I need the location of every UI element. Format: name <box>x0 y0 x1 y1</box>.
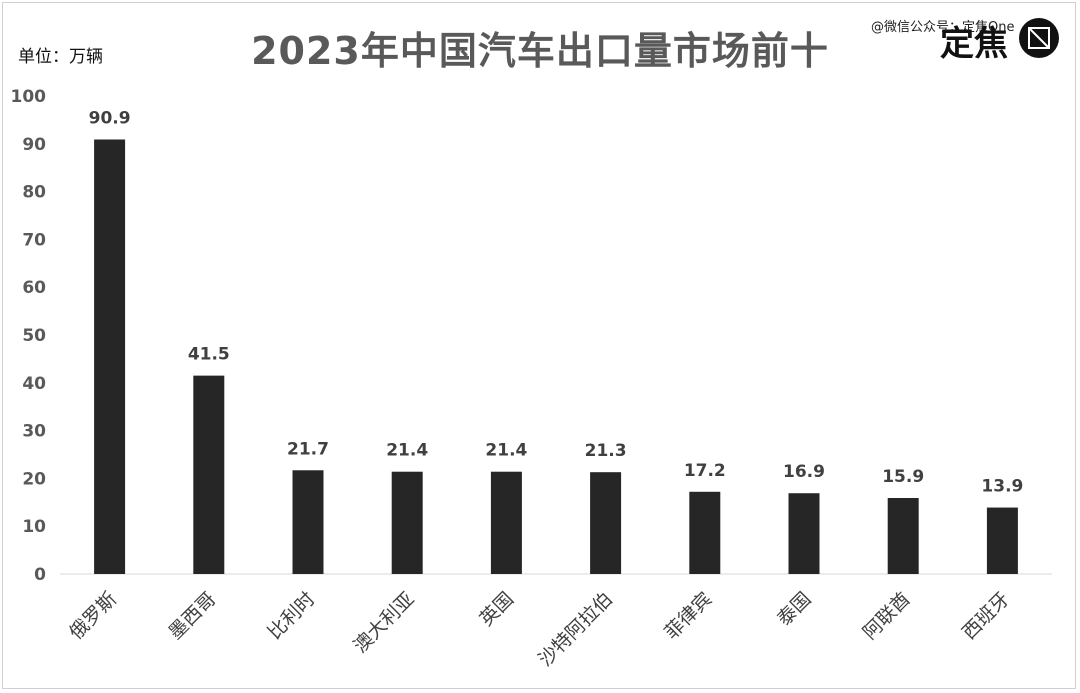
bar <box>292 470 324 574</box>
y-tick-label: 40 <box>22 374 46 394</box>
bar <box>94 139 126 575</box>
y-tick-label: 20 <box>22 469 46 489</box>
bar <box>193 375 225 574</box>
data-label: 16.9 <box>783 462 825 482</box>
y-tick-label: 0 <box>34 565 46 585</box>
x-tick-label: 比利时 <box>264 588 320 644</box>
x-tick-label: 澳大利亚 <box>349 588 418 657</box>
x-tick-label: 阿联酋 <box>859 588 915 644</box>
data-label: 13.9 <box>981 477 1023 497</box>
x-tick-label: 俄罗斯 <box>65 588 121 644</box>
data-label: 21.4 <box>485 441 527 461</box>
bar <box>689 491 721 574</box>
y-tick-label: 60 <box>22 278 46 298</box>
x-tick-label: 泰国 <box>773 588 815 630</box>
data-label: 21.3 <box>585 441 627 461</box>
data-label: 90.9 <box>89 108 131 128</box>
chart-title: 2023年中国汽车出口量市场前十 <box>251 29 829 73</box>
y-tick-label: 70 <box>22 230 46 250</box>
data-label: 15.9 <box>882 467 924 487</box>
bars-group: 90.9 41.5 21.7 21.4 21.4 21.3 17.2 16.9 15.9 13.9 <box>89 108 1023 575</box>
y-tick-label: 80 <box>22 183 46 203</box>
y-tick-label: 30 <box>22 422 46 442</box>
data-label: 21.4 <box>386 441 428 461</box>
y-tick-label: 10 <box>22 517 46 537</box>
data-label: 21.7 <box>287 439 329 459</box>
bar <box>887 497 919 574</box>
x-axis: 俄罗斯 墨西哥 比利时 澳大利亚 英国 沙特阿拉伯 菲律宾 泰国 阿联酋 西班牙 <box>65 588 1014 671</box>
y-tick-label: 50 <box>22 326 46 346</box>
y-tick-label: 100 <box>11 87 47 107</box>
logo-text: 定焦 <box>940 24 1008 64</box>
data-label: 17.2 <box>684 461 726 481</box>
watermark: @微信公众号：定焦One <box>871 20 1015 35</box>
x-tick-label: 墨西哥 <box>164 588 220 644</box>
bar <box>490 471 522 574</box>
y-tick-label: 90 <box>22 135 46 155</box>
x-tick-label: 菲律宾 <box>660 588 716 644</box>
unit-label: 单位：万辆 <box>18 47 103 67</box>
bar <box>788 493 820 574</box>
data-label: 41.5 <box>188 345 230 365</box>
bar <box>590 472 622 574</box>
bar <box>391 471 423 574</box>
x-tick-label: 西班牙 <box>958 588 1014 644</box>
circle-square-logo-icon <box>1019 18 1059 58</box>
x-tick-label: 沙特阿拉伯 <box>534 588 617 671</box>
y-axis: 0 10 20 30 40 50 60 70 80 90 100 <box>11 87 47 585</box>
bar <box>986 507 1018 574</box>
x-tick-label: 英国 <box>475 588 517 630</box>
